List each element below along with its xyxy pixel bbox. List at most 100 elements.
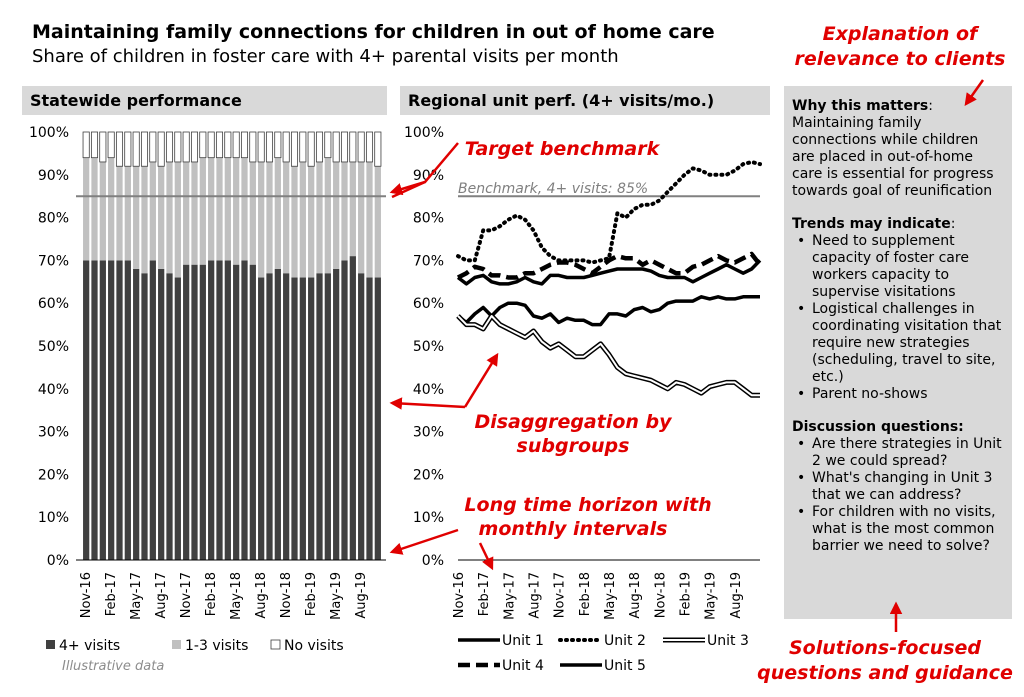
horizon-annotation-line1: Long time horizon with [464, 494, 711, 516]
disaggregation-arrow-up [463, 352, 499, 408]
bar-segment [249, 161, 256, 265]
trends-section: Trends may indicate: Need to supplement … [792, 216, 1004, 403]
bar-segment [108, 260, 115, 560]
disaggregation-annotation-line1: Disaggregation by [474, 411, 673, 433]
y-tick-label: 70% [38, 253, 69, 269]
bar-segment [274, 157, 281, 269]
bar-segment [124, 131, 132, 167]
y-tick-label: 60% [413, 296, 444, 312]
bar-segment [315, 131, 324, 163]
bar-segment [157, 131, 165, 167]
bar-segment [216, 157, 223, 261]
x-tick-label: Aug-19 [729, 572, 744, 619]
x-tick-label: Nov-16 [452, 572, 467, 618]
bar-segment [299, 131, 307, 163]
why-body: Maintaining family connections while chi… [792, 115, 994, 199]
bar-segment [166, 273, 173, 560]
x-tick-label: Aug-17 [154, 572, 169, 619]
bar-segment [83, 157, 90, 261]
trend-item: Need to supplement capacity of foster ca… [797, 233, 1004, 301]
bar-segment [233, 157, 240, 265]
x-tick-label: May-19 [704, 572, 719, 620]
illustrative-footnote: Illustrative data [62, 659, 165, 674]
legend-label: 4+ visits [59, 638, 120, 654]
y-tick-label: 20% [38, 467, 69, 483]
x-tick-label: Aug-17 [528, 572, 543, 619]
y-tick-label: 30% [38, 425, 69, 441]
bar-segment [283, 161, 290, 274]
bar-segment [82, 131, 90, 159]
why-colon: : [928, 98, 933, 114]
bar-segment [166, 161, 173, 274]
bar-segment [365, 131, 374, 163]
series-line [456, 251, 762, 280]
bar-segment [158, 268, 165, 560]
bar-segment [349, 161, 356, 257]
y-tick-label: 0% [422, 553, 444, 569]
horizon-arrow-left [389, 528, 459, 555]
bar-segment [374, 131, 382, 167]
question-item: For children with no visits, what is the… [797, 504, 1004, 555]
bar-segment [240, 131, 249, 159]
x-tick-label: May-18 [229, 572, 244, 620]
x-tick-label: May-19 [329, 572, 344, 620]
y-tick-label: 80% [38, 211, 69, 227]
x-tick-label: Feb-17 [104, 572, 119, 616]
bar-segment [133, 268, 140, 560]
bar-segment [116, 260, 123, 560]
y-tick-label: 10% [38, 510, 69, 526]
trend-item: Logistical challenges in coordinating vi… [797, 301, 1004, 386]
bar-segment [115, 131, 124, 167]
bar-segment [191, 264, 198, 560]
x-tick-label: Aug-18 [628, 572, 643, 619]
statewide-chart: 0% 10% 20% 30% 40% 50% 60% 70% 80% 90% 100% Nov-16 F… [29, 125, 386, 654]
x-tick-label: Nov-18 [279, 572, 294, 618]
x-tick-label: Feb-17 [477, 572, 492, 616]
bar-segment [324, 157, 331, 274]
trends-title: Trends may indicate [792, 216, 951, 232]
bar-segment [324, 131, 332, 159]
bar-segment [316, 161, 323, 274]
bar-segment [374, 277, 381, 560]
statewide-panel-title: Statewide performance [22, 86, 387, 115]
y-tick-label: 100% [404, 125, 444, 141]
bar-segment [291, 277, 298, 560]
target-benchmark-annotation: Target benchmark [465, 138, 661, 160]
x-tick-label: Nov-17 [179, 572, 194, 618]
bar-segment [207, 131, 215, 159]
bar-segment [266, 273, 273, 560]
solutions-annotation: Solutions-focused questions and guidance [757, 637, 1013, 684]
legend-label: Unit 1 [502, 633, 544, 649]
why-title: Why this matters [792, 98, 929, 114]
bar-segment [307, 131, 315, 167]
bar-segment [333, 268, 340, 560]
annotation-arrows: Target benchmark Disaggregation by subgr… [389, 79, 985, 632]
regional-chart: 0% 10% 20% 30% 40% 50% 60% 70% 80% 90% 100% Benchma… [404, 125, 762, 674]
bar-segment [332, 131, 340, 163]
y-tick-label: 80% [413, 211, 444, 227]
y-tick-label: 70% [413, 253, 444, 269]
bar-segment [183, 264, 190, 560]
series-line [456, 259, 762, 286]
chart-subtitle: Share of children in foster care with 4+… [32, 46, 619, 67]
why-section: Why this matters: Maintaining family con… [792, 98, 1004, 200]
benchmark-label: Benchmark, 4+ visits: 85% [458, 181, 648, 197]
horizon-arrow-down [478, 542, 494, 571]
bar-segment [374, 166, 381, 278]
bar-segment [174, 161, 181, 278]
regional-panel-title: Regional unit perf. (4+ visits/mo.) [400, 86, 770, 115]
chart-title: Maintaining family connections for child… [32, 21, 715, 43]
bar-segment [299, 277, 306, 560]
bar-segment [282, 131, 290, 163]
bar-segment [357, 131, 365, 163]
bar-segment [349, 131, 357, 163]
bar-segment [99, 131, 107, 163]
y-tick-label: 90% [38, 168, 69, 184]
bar-segment [224, 260, 231, 560]
bar-segment [241, 157, 248, 261]
x-tick-label: Feb-18 [204, 572, 219, 616]
bar-segment [299, 161, 306, 278]
y-tick-label: 40% [413, 382, 444, 398]
y-tick-label: 60% [38, 296, 69, 312]
